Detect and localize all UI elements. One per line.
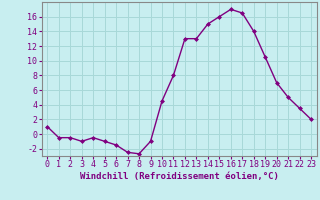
X-axis label: Windchill (Refroidissement éolien,°C): Windchill (Refroidissement éolien,°C)	[80, 172, 279, 181]
